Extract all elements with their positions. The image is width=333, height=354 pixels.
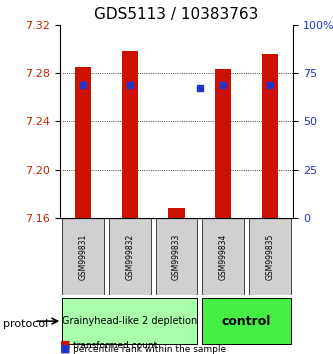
- Text: transformed count: transformed count: [73, 341, 158, 350]
- Text: Grainyhead-like 2 depletion: Grainyhead-like 2 depletion: [62, 316, 197, 326]
- FancyBboxPatch shape: [249, 218, 291, 295]
- FancyBboxPatch shape: [62, 298, 197, 344]
- Text: GSM999832: GSM999832: [125, 234, 135, 280]
- Bar: [75, 67, 91, 218]
- Text: protocol: protocol: [3, 319, 49, 329]
- Text: GSM999833: GSM999833: [172, 234, 181, 280]
- Text: percentile rank within the sample: percentile rank within the sample: [73, 345, 226, 354]
- FancyBboxPatch shape: [156, 218, 197, 295]
- Text: GSM999834: GSM999834: [218, 234, 228, 280]
- Bar: [262, 54, 278, 218]
- FancyBboxPatch shape: [62, 218, 104, 295]
- Text: ■: ■: [60, 344, 71, 354]
- Text: GSM999831: GSM999831: [79, 234, 88, 280]
- Bar: [122, 51, 138, 218]
- Bar: [168, 209, 184, 218]
- Bar: [215, 69, 231, 218]
- Text: control: control: [222, 315, 271, 328]
- FancyBboxPatch shape: [202, 218, 244, 295]
- Title: GDS5113 / 10383763: GDS5113 / 10383763: [94, 7, 259, 22]
- Text: GSM999835: GSM999835: [265, 234, 274, 280]
- FancyBboxPatch shape: [109, 218, 151, 295]
- FancyBboxPatch shape: [202, 298, 291, 344]
- Text: ■: ■: [60, 340, 71, 350]
